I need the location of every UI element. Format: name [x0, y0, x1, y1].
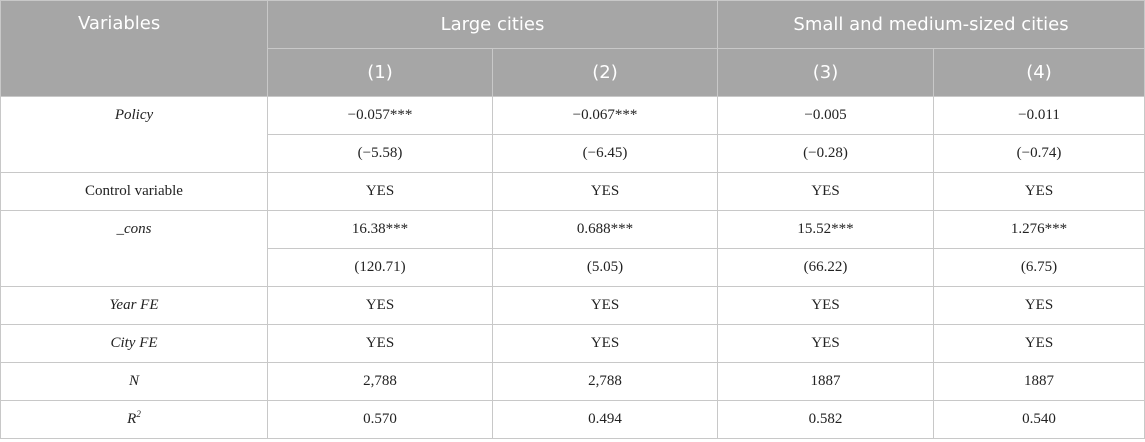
- col-header-3: (3): [717, 48, 934, 97]
- col-header-1: (1): [267, 48, 493, 97]
- cons-tstat-1: (120.71): [267, 248, 493, 287]
- control-4: YES: [932, 172, 1145, 211]
- table-row-r2: R2 0.570 0.494 0.582 0.540: [0, 400, 1145, 439]
- col-header-4: (4): [932, 48, 1145, 97]
- header-row-columns: (1) (2) (3) (4): [1, 48, 1145, 97]
- table-row-cons-tstat: (120.71) (5.05) (66.22) (6.75): [1, 248, 1145, 287]
- row-label-control: Control variable: [0, 172, 268, 211]
- row-label-policy: Policy: [0, 96, 268, 173]
- row-label-cons: _cons: [0, 210, 268, 287]
- city-fe-1: YES: [267, 324, 493, 363]
- policy-tstat-4: (−0.74): [932, 134, 1145, 173]
- year-fe-2: YES: [492, 286, 718, 325]
- group-header-large-cities: Large cities: [267, 0, 718, 49]
- control-1: YES: [267, 172, 493, 211]
- header-row-groups: Variables Large cities Small and medium-…: [0, 0, 1145, 97]
- cons-tstat-3: (66.22): [717, 248, 934, 287]
- r2-1: 0.570: [267, 400, 493, 439]
- cons-coef-1: 16.38***: [267, 210, 493, 249]
- cons-coef-2: 0.688***: [492, 210, 718, 249]
- cons-coef-4: 1.276***: [932, 210, 1145, 249]
- policy-coef-3: −0.005: [717, 96, 934, 135]
- year-fe-1: YES: [267, 286, 493, 325]
- col-header-2: (2): [492, 48, 718, 97]
- control-2: YES: [492, 172, 718, 211]
- row-label-n: N: [0, 362, 268, 401]
- n-4: 1887: [932, 362, 1145, 401]
- table-row-policy-tstat: (−5.58) (−6.45) (−0.28) (−0.74): [1, 134, 1145, 173]
- table-row-control: Control variable YES YES YES YES: [0, 172, 1145, 211]
- policy-coef-1: −0.057***: [267, 96, 493, 135]
- n-3: 1887: [717, 362, 934, 401]
- control-3: YES: [717, 172, 934, 211]
- r2-2: 0.494: [492, 400, 718, 439]
- n-2: 2,788: [492, 362, 718, 401]
- row-label-r2: R2: [0, 400, 268, 439]
- table-row-year-fe: Year FE YES YES YES YES: [0, 286, 1145, 325]
- r2-label-superscript: 2: [136, 409, 141, 419]
- policy-coef-4: −0.011: [932, 96, 1145, 135]
- r2-3: 0.582: [717, 400, 934, 439]
- year-fe-4: YES: [932, 286, 1145, 325]
- r2-4: 0.540: [932, 400, 1145, 439]
- policy-tstat-1: (−5.58): [267, 134, 493, 173]
- r2-label-text: R: [127, 411, 137, 427]
- n-1: 2,788: [267, 362, 493, 401]
- row-label-year-fe: Year FE: [0, 286, 268, 325]
- city-fe-4: YES: [932, 324, 1145, 363]
- cons-coef-3: 15.52***: [717, 210, 934, 249]
- table-row-city-fe: City FE YES YES YES YES: [0, 324, 1145, 363]
- year-fe-3: YES: [717, 286, 934, 325]
- city-fe-3: YES: [717, 324, 934, 363]
- policy-tstat-3: (−0.28): [717, 134, 934, 173]
- cons-tstat-2: (5.05): [492, 248, 718, 287]
- table-row-n: N 2,788 2,788 1887 1887: [0, 362, 1145, 401]
- cons-tstat-4: (6.75): [932, 248, 1145, 287]
- variables-header: Variables: [0, 0, 268, 97]
- policy-tstat-2: (−6.45): [492, 134, 718, 173]
- group-header-small-medium-cities: Small and medium-sized cities: [716, 0, 1145, 49]
- table-row-policy-coef: Policy −0.057*** −0.067*** −0.005 −0.011: [0, 96, 1145, 173]
- table-row-cons-coef: _cons 16.38*** 0.688*** 15.52*** 1.276**…: [0, 210, 1145, 287]
- city-fe-2: YES: [492, 324, 718, 363]
- policy-coef-2: −0.067***: [492, 96, 718, 135]
- row-label-city-fe: City FE: [0, 324, 268, 363]
